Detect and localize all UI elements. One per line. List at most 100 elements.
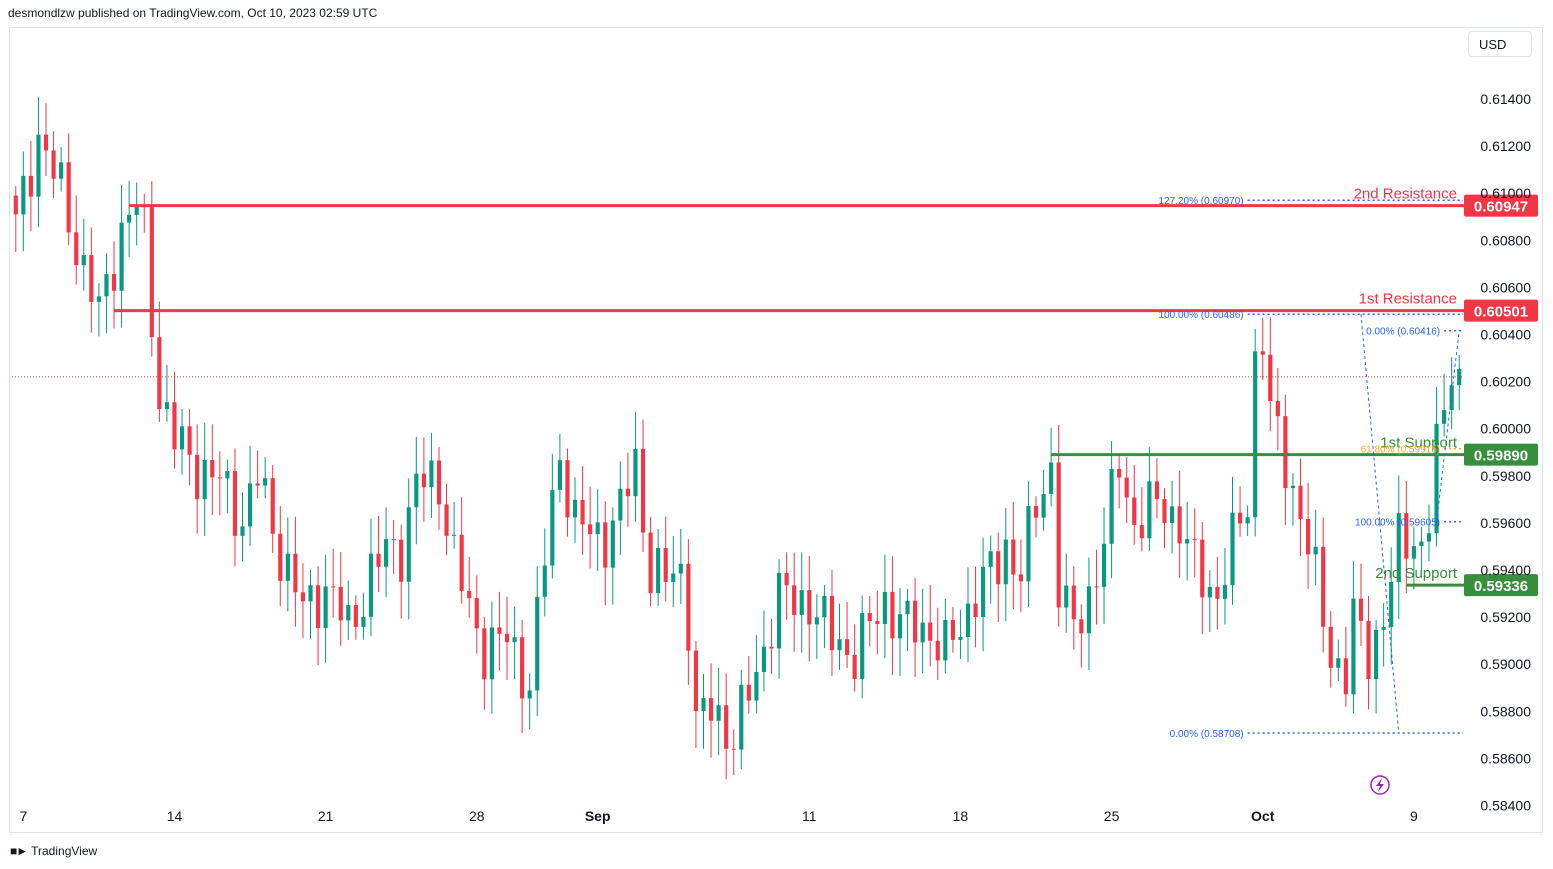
- candle-body: [1192, 539, 1197, 541]
- candle-body: [1426, 533, 1432, 542]
- candle-body: [331, 586, 336, 588]
- candle-65: [504, 596, 510, 680]
- candle-body: [565, 460, 570, 518]
- lightning-icon[interactable]: [1370, 775, 1390, 795]
- candle-61: [474, 575, 479, 654]
- candle-11: [96, 282, 101, 337]
- candle-body: [187, 426, 192, 455]
- candle-body: [1237, 512, 1243, 524]
- candle-body: [384, 539, 389, 567]
- candle-body: [323, 586, 328, 629]
- candle-29: [232, 448, 238, 567]
- candle-85: [656, 529, 661, 606]
- candle-63: [489, 601, 494, 714]
- time-tick-label: 18: [953, 808, 969, 824]
- candle-117: [897, 587, 903, 677]
- candle-44: [346, 580, 351, 640]
- candle-body: [293, 553, 298, 593]
- candle-95: [731, 729, 736, 776]
- candle-51: [399, 524, 404, 619]
- candle-body: [338, 586, 343, 621]
- candle-body: [580, 499, 585, 525]
- candle-body: [572, 499, 578, 518]
- candle-body: [1328, 626, 1333, 668]
- candle-body: [255, 483, 260, 486]
- candle-119: [913, 578, 918, 677]
- level-support-3: 2nd Support 0.59336: [1375, 565, 1538, 597]
- candle-169: [1290, 472, 1296, 526]
- candle-body: [179, 426, 185, 450]
- candle-body: [444, 504, 449, 536]
- candle-body: [950, 619, 955, 640]
- candle-7: [66, 133, 71, 246]
- candle-17: [142, 193, 147, 233]
- candle-100: [769, 618, 774, 674]
- time-tick-label: 28: [469, 808, 485, 824]
- candle-body: [1132, 497, 1137, 525]
- level-price-tag: [1464, 443, 1538, 466]
- candle-body: [195, 454, 200, 500]
- candle-body: [981, 566, 986, 617]
- candle-86: [663, 516, 668, 602]
- candle-83: [640, 419, 646, 553]
- candle-48: [376, 516, 381, 593]
- candle-body: [164, 402, 170, 410]
- candle-145: [1109, 441, 1114, 579]
- candle-body: [104, 274, 109, 297]
- candle-body: [1049, 462, 1054, 494]
- candle-body: [89, 255, 94, 302]
- candle-body: [482, 628, 487, 680]
- candle-body: [1222, 585, 1228, 599]
- fib-label: 100.00% (0.60486): [1159, 310, 1244, 321]
- candle-136: [1041, 469, 1046, 531]
- candle-20: [164, 365, 170, 422]
- candle-73: [565, 448, 570, 537]
- candle-body: [784, 572, 789, 586]
- candle-34: [270, 464, 275, 554]
- candle-167: [1275, 367, 1280, 451]
- tradingview-logo[interactable]: ■► TradingView: [10, 844, 97, 858]
- candle-body: [172, 402, 177, 450]
- candle-10: [89, 227, 94, 333]
- candle-body: [1290, 485, 1296, 489]
- candle-15: [127, 180, 132, 258]
- candle-96: [739, 669, 744, 770]
- candle-body: [315, 585, 321, 629]
- candle-116: [890, 556, 895, 676]
- candle-body: [686, 563, 691, 651]
- candle-body: [74, 232, 79, 266]
- currency-button[interactable]: USD: [1468, 31, 1532, 57]
- candle-47: [368, 518, 374, 637]
- candle-body: [958, 636, 963, 640]
- candle-body: [489, 627, 494, 680]
- price-tick-label: 0.59000: [1480, 656, 1531, 672]
- candle-body: [1124, 477, 1129, 498]
- candle-148: [1132, 464, 1137, 545]
- candle-body: [807, 590, 812, 625]
- time-tick-label: 25: [1104, 808, 1120, 824]
- candle-body: [111, 274, 117, 291]
- fib-label: 61.80% (0.59915): [1361, 445, 1441, 456]
- price-tick-label: 0.60800: [1480, 232, 1531, 248]
- candle-90: [693, 640, 699, 748]
- candle-89: [686, 539, 691, 685]
- candle-158: [1207, 570, 1212, 632]
- candle-74: [572, 477, 578, 543]
- candle-70: [542, 528, 547, 617]
- lightning-icon-ring: [1370, 775, 1390, 795]
- candle-body: [406, 507, 411, 582]
- candle-body: [66, 162, 71, 233]
- time-tick-label: 21: [318, 808, 334, 824]
- candle-84: [648, 517, 653, 607]
- candle-body: [920, 622, 925, 643]
- candle-body: [761, 646, 767, 672]
- candle-body: [1109, 468, 1114, 544]
- candle-104: [799, 552, 804, 653]
- candle-53: [414, 436, 419, 545]
- candle-body: [1366, 620, 1371, 680]
- candle-body: [1041, 493, 1046, 518]
- candle-body: [1374, 629, 1379, 680]
- candle-body: [739, 684, 744, 750]
- candle-66: [512, 606, 517, 680]
